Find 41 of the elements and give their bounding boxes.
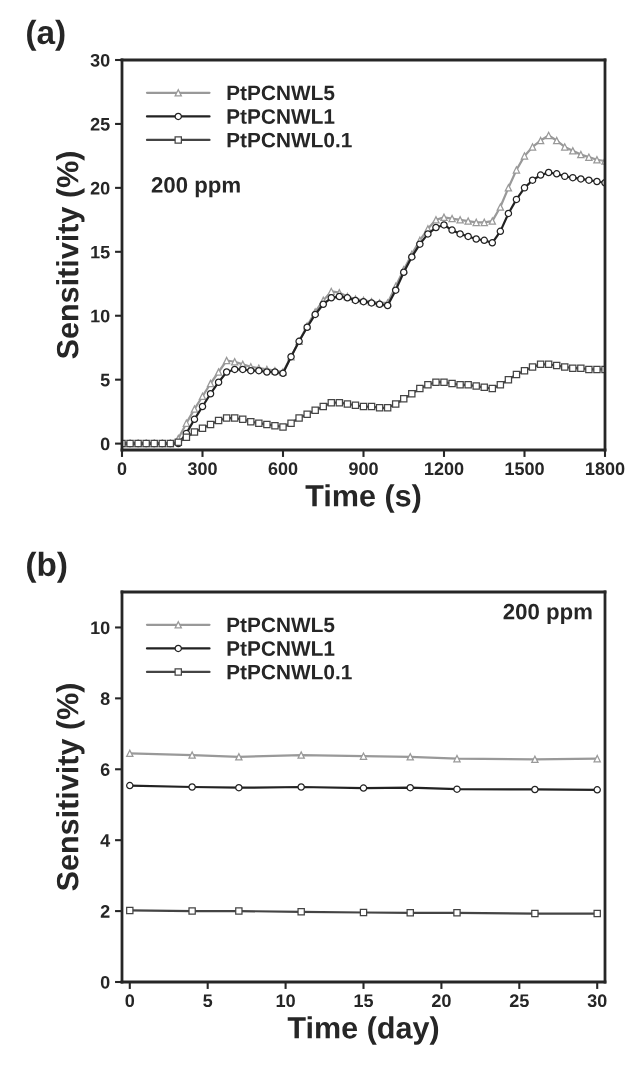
x-tick-label: 900 xyxy=(349,462,378,476)
y-tick-label: 0 xyxy=(100,437,110,451)
x-tick-label: 300 xyxy=(187,462,217,476)
x-tick-label: 1200 xyxy=(425,462,464,476)
y-tick-label: 6 xyxy=(100,763,110,776)
chart-title: (a) xyxy=(27,19,65,51)
annotation: 200 ppm xyxy=(503,603,592,624)
y-axis-title: Sensitivity (%) xyxy=(56,152,85,359)
x-tick-label: 1500 xyxy=(505,462,544,476)
x-tick-label: 10 xyxy=(276,994,295,1008)
legend-label: PtPCNWL0.1 xyxy=(227,664,352,680)
legend-label: PtPCNWL5 xyxy=(227,85,335,101)
y-tick-label: 5 xyxy=(100,373,110,387)
y-tick-label: 15 xyxy=(91,245,110,259)
x-axis-title: Time (s) xyxy=(305,484,421,513)
y-tick-label: 2 xyxy=(100,905,110,918)
annotation: 200 ppm xyxy=(151,177,240,198)
y-tick-label: 30 xyxy=(90,53,110,67)
y-tick-label: 8 xyxy=(100,692,110,706)
x-tick-label: 30 xyxy=(587,994,607,1008)
x-tick-label: 0 xyxy=(125,994,135,1008)
x-tick-label: 600 xyxy=(268,462,298,476)
legend-label: PtPCNWL5 xyxy=(227,617,335,633)
legend-label: PtPCNWL0.1 xyxy=(227,132,352,148)
y-tick-label: 10 xyxy=(91,309,110,323)
x-tick-label: 0 xyxy=(117,462,127,476)
x-axis-title: Time (day) xyxy=(287,1016,439,1045)
legend-label: PtPCNWL1 xyxy=(227,109,335,124)
y-tick-label: 0 xyxy=(100,975,110,989)
y-tick-label: 4 xyxy=(100,834,111,847)
x-tick-label: 15 xyxy=(354,994,374,1008)
y-axis-title: Sensitivity (%) xyxy=(56,684,85,891)
x-tick-label: 25 xyxy=(509,994,529,1008)
legend-label: PtPCNWL1 xyxy=(227,641,335,656)
chart-title: (b) xyxy=(27,551,67,583)
x-tick-label: 5 xyxy=(203,994,213,1008)
y-tick-label: 10 xyxy=(91,621,110,635)
x-tick-label: 1800 xyxy=(586,462,625,476)
y-tick-label: 20 xyxy=(90,181,110,195)
y-tick-label: 25 xyxy=(90,117,110,131)
x-tick-label: 20 xyxy=(431,994,451,1008)
